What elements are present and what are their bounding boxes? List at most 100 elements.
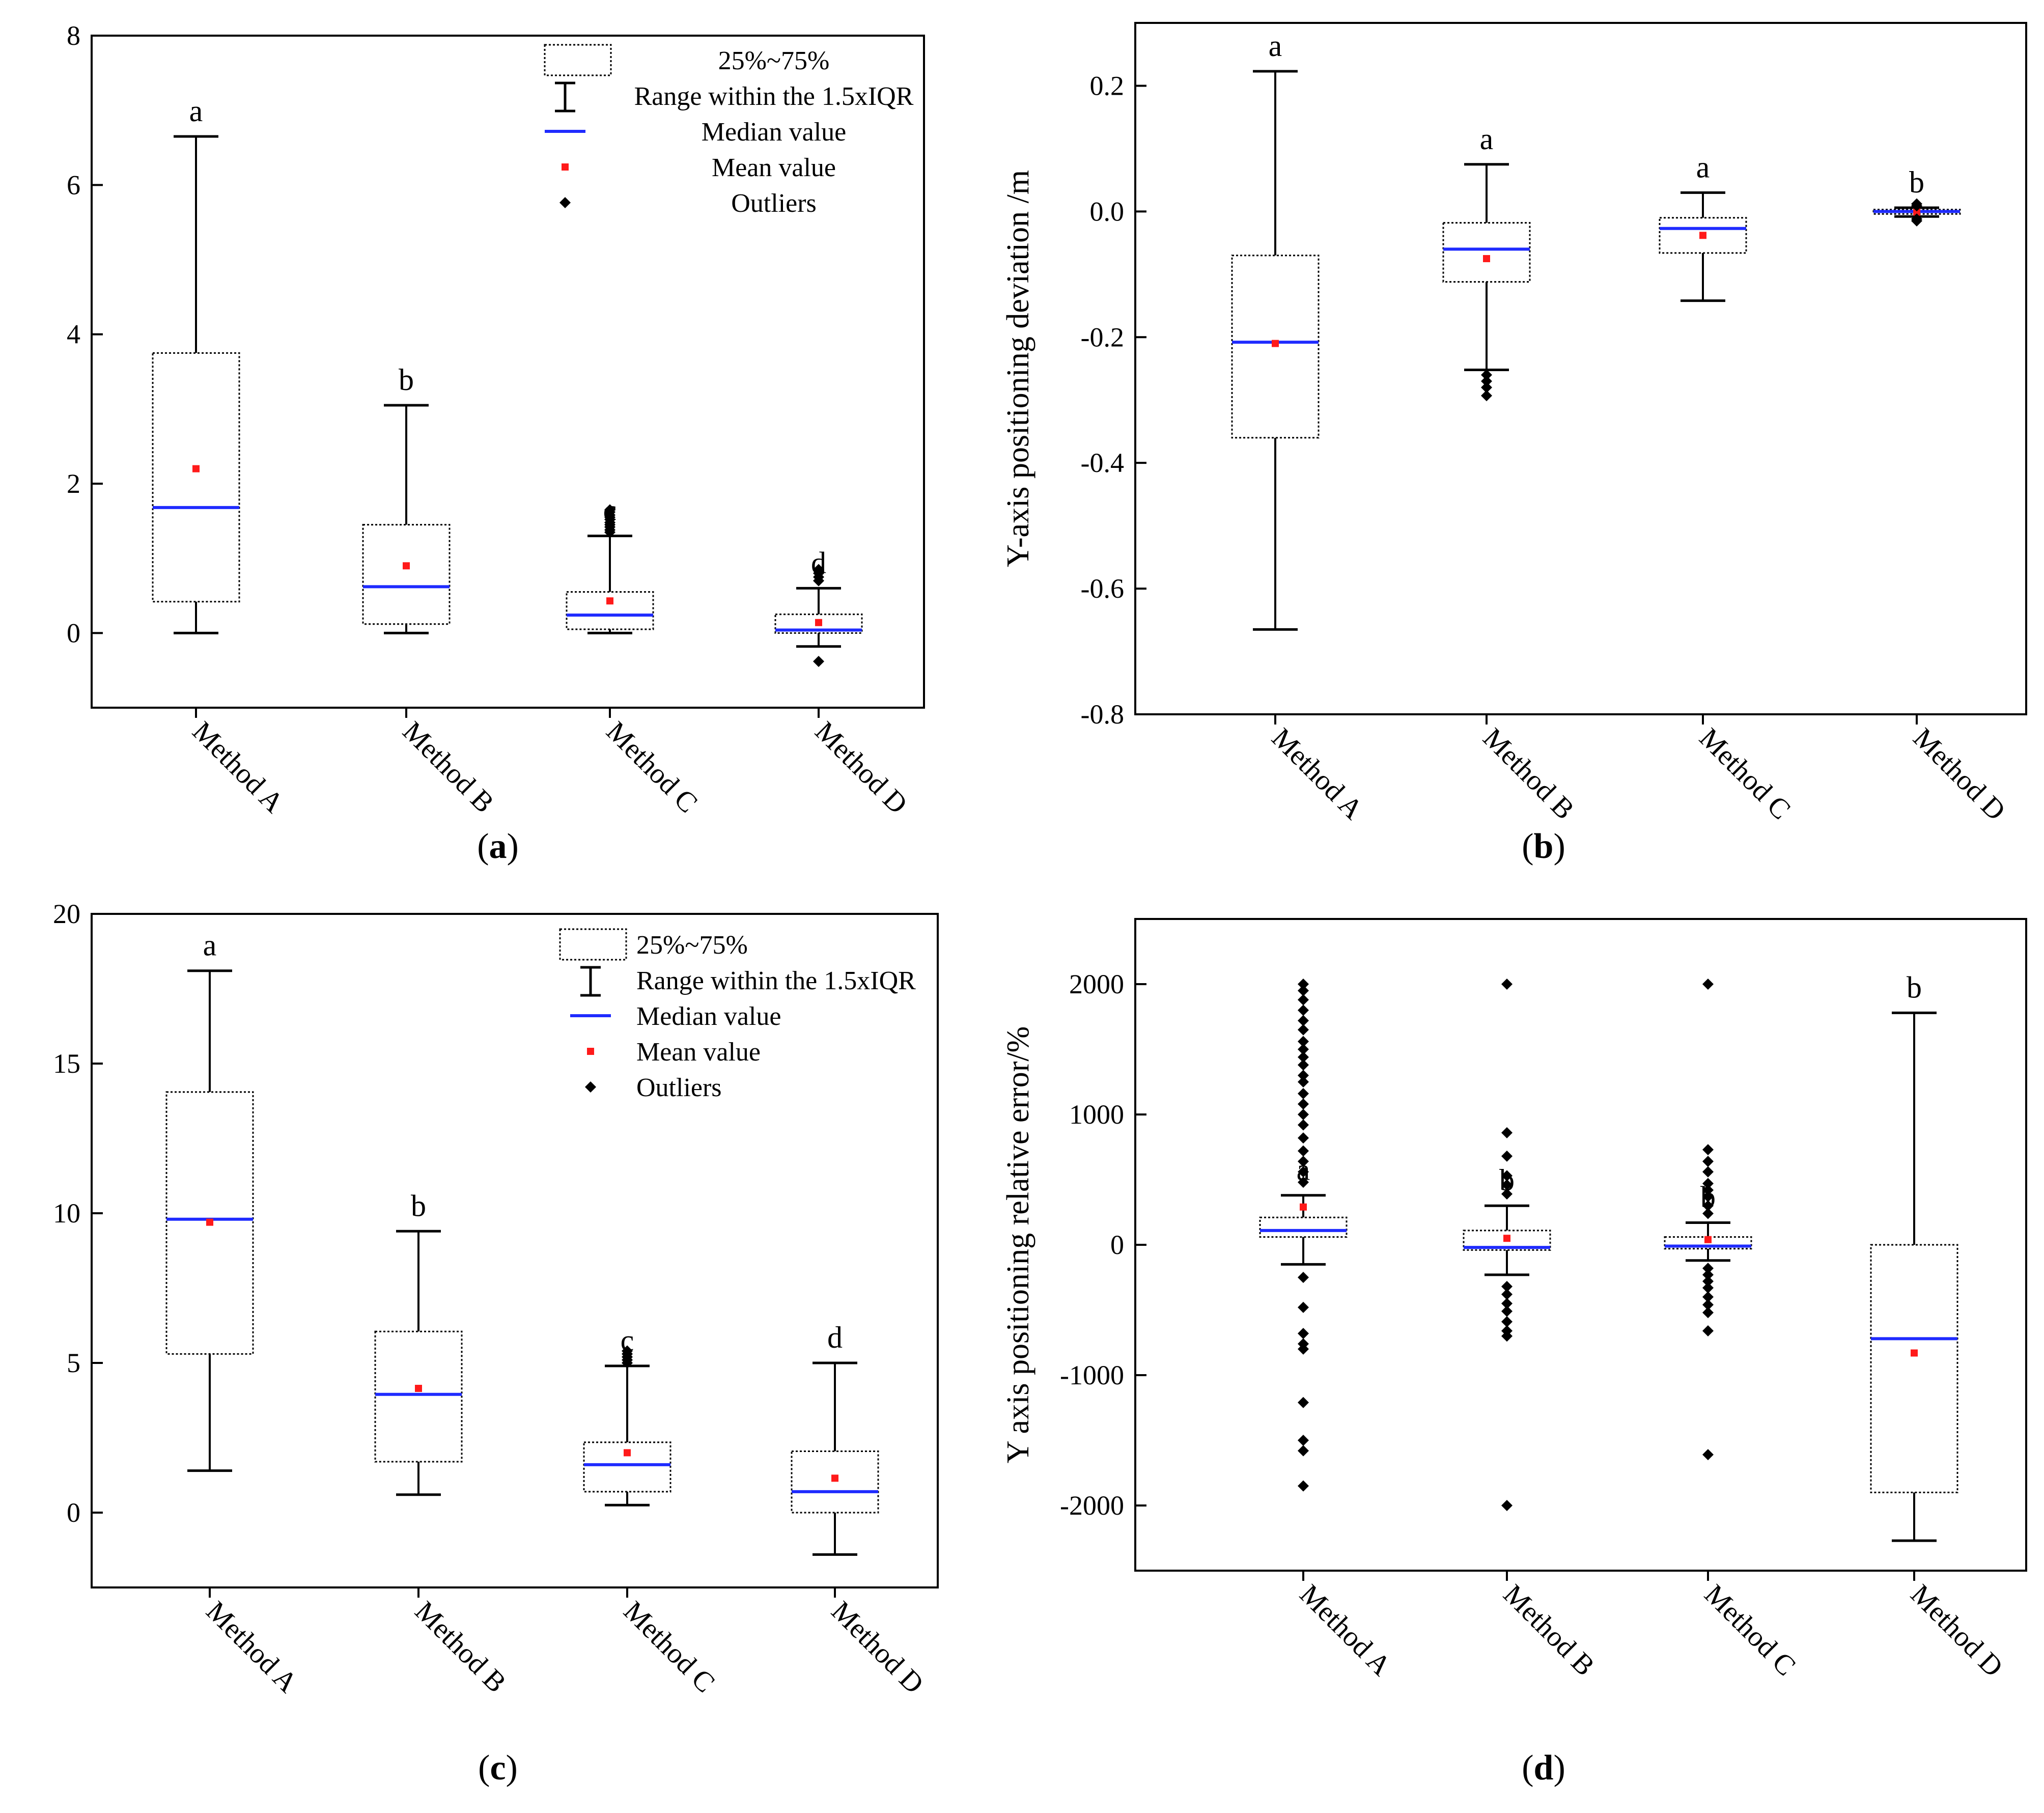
outlier-point	[1298, 1145, 1309, 1157]
outlier-point	[1911, 200, 1922, 212]
outlier-point	[1702, 1307, 1714, 1319]
outlier-point	[1481, 369, 1492, 381]
outlier-point	[1298, 1088, 1309, 1100]
outlier-point	[1298, 1328, 1309, 1340]
mean-marker	[192, 465, 200, 472]
outlier-point	[1702, 1166, 1714, 1178]
outlier-point	[1501, 1179, 1513, 1191]
outlier-point	[1702, 1208, 1714, 1219]
outlier-point	[813, 656, 824, 667]
outlier-point	[1911, 215, 1922, 227]
x-tick-label: Method C	[1698, 1578, 1802, 1682]
outlier-point	[1501, 1330, 1513, 1342]
legend-mean-label: Mean value	[636, 1038, 761, 1067]
outlier-point	[1298, 1015, 1309, 1026]
x-tick-label: Method A	[200, 1595, 304, 1699]
box-method-a: Method A a	[1259, 979, 1397, 1682]
significance-letter: a	[1269, 29, 1282, 63]
y-tick-label: 1000	[1069, 1099, 1124, 1130]
y-tick-label: 0	[1110, 1230, 1124, 1260]
outlier-point	[1298, 1272, 1309, 1283]
x-tick-label: Method D	[825, 1595, 930, 1700]
box-method-a: Method A a	[165, 929, 304, 1699]
outlier-point	[1298, 1301, 1309, 1313]
outlier-point	[1298, 1076, 1309, 1087]
legend-range-label: Range within the 1.5xIQR	[636, 966, 916, 995]
iqr-box	[362, 524, 451, 625]
y-tick-label: 10	[53, 1198, 80, 1229]
outlier-point	[1298, 1177, 1309, 1188]
y-tick-label: -0.4	[1081, 448, 1124, 478]
outlier-point	[1298, 985, 1309, 996]
legend: 25%~75% Range within the 1.5xIQR Median va…	[544, 44, 914, 218]
outlier-point	[1481, 390, 1492, 402]
y-tick-label: -1000	[1060, 1360, 1124, 1390]
iqr-box	[1870, 1244, 1958, 1493]
panel-b: -0.8 -0.6 -0.4 -0.2 0.0 0.2 Y-axis positioning…	[1001, 22, 2027, 866]
mean-marker	[1300, 1203, 1307, 1211]
mean-marker	[1483, 255, 1490, 262]
box-method-c: Method C c	[566, 494, 704, 819]
outlier-point	[1501, 1289, 1513, 1300]
outlier-point	[1481, 375, 1492, 387]
legend-range-label: Range within the 1.5xIQR	[634, 82, 914, 111]
panel-caption: (a)	[477, 827, 519, 866]
outlier-point	[1702, 1449, 1714, 1461]
outlier-point	[1501, 1298, 1513, 1309]
legend-outliers-label: Outliers	[731, 189, 817, 218]
outlier-point	[1501, 1500, 1513, 1511]
significance-letter: b	[1909, 165, 1924, 199]
legend-mean-swatch	[562, 163, 569, 171]
legend-median-label: Median value	[636, 1002, 781, 1031]
legend-mean-label: Mean value	[712, 153, 836, 182]
mean-marker	[1503, 1235, 1510, 1242]
mean-marker	[1699, 232, 1706, 239]
y-tick-label: 0.2	[1090, 70, 1125, 101]
box-method-c: Method C b	[1664, 979, 1802, 1682]
mean-marker	[1272, 340, 1279, 347]
significance-letter: b	[1907, 970, 1922, 1004]
box-method-d: Method D b	[1872, 165, 2012, 827]
y-tick-label: 2	[67, 468, 80, 499]
outlier-point	[1501, 1280, 1513, 1292]
x-tick-label: Method B	[1497, 1578, 1601, 1682]
x-tick-label: Method B	[1477, 722, 1580, 825]
outlier-point	[1298, 1343, 1309, 1355]
mean-marker	[403, 562, 410, 570]
outlier-point	[1702, 1275, 1714, 1287]
box-method-b: Method B a	[1442, 122, 1580, 826]
outlier-point	[1298, 979, 1309, 990]
outlier-point	[1501, 1150, 1513, 1162]
significance-letter: c	[603, 494, 617, 527]
outlier-point	[1298, 1070, 1309, 1081]
mean-marker	[1913, 208, 1920, 216]
outlier-point	[622, 1345, 633, 1357]
outlier-point	[1298, 1109, 1309, 1120]
y-axis-label: Y axis positioning relative error/%	[1001, 1026, 1035, 1464]
outlier-point	[1298, 1119, 1309, 1131]
y-tick-label: -0.2	[1081, 322, 1124, 352]
box-method-a: Method A a	[152, 94, 290, 819]
outlier-point	[1702, 1200, 1714, 1212]
outlier-point	[1298, 1445, 1309, 1457]
significance-letter: b	[399, 363, 414, 397]
outlier-point	[1702, 1191, 1714, 1203]
y-tick-label: 8	[67, 20, 80, 51]
plot-frame	[1134, 22, 2027, 715]
outlier-point	[1298, 1036, 1309, 1047]
iqr-box	[1259, 1216, 1348, 1238]
legend-median-label: Median value	[702, 118, 846, 147]
significance-letter: b	[1700, 1180, 1716, 1214]
significance-letter: b	[411, 1189, 426, 1222]
box-method-b: Method B b	[374, 1189, 512, 1699]
iqr-box	[152, 352, 240, 603]
y-tick-label: 2000	[1069, 969, 1124, 999]
significance-letter: a	[203, 929, 217, 962]
x-tick-label: Method D	[1907, 722, 2012, 827]
outlier-point	[1501, 1188, 1513, 1200]
outlier-point	[1702, 1282, 1714, 1294]
panel-a: 02468X-axis positioning deviation/mMetho…	[67, 20, 925, 866]
panel-d: -2000 -1000 0 1000 2000 Y axis positioning re…	[1001, 918, 2027, 1788]
plot-frame	[91, 913, 939, 1588]
x-tick-label: Method C	[618, 1595, 721, 1698]
